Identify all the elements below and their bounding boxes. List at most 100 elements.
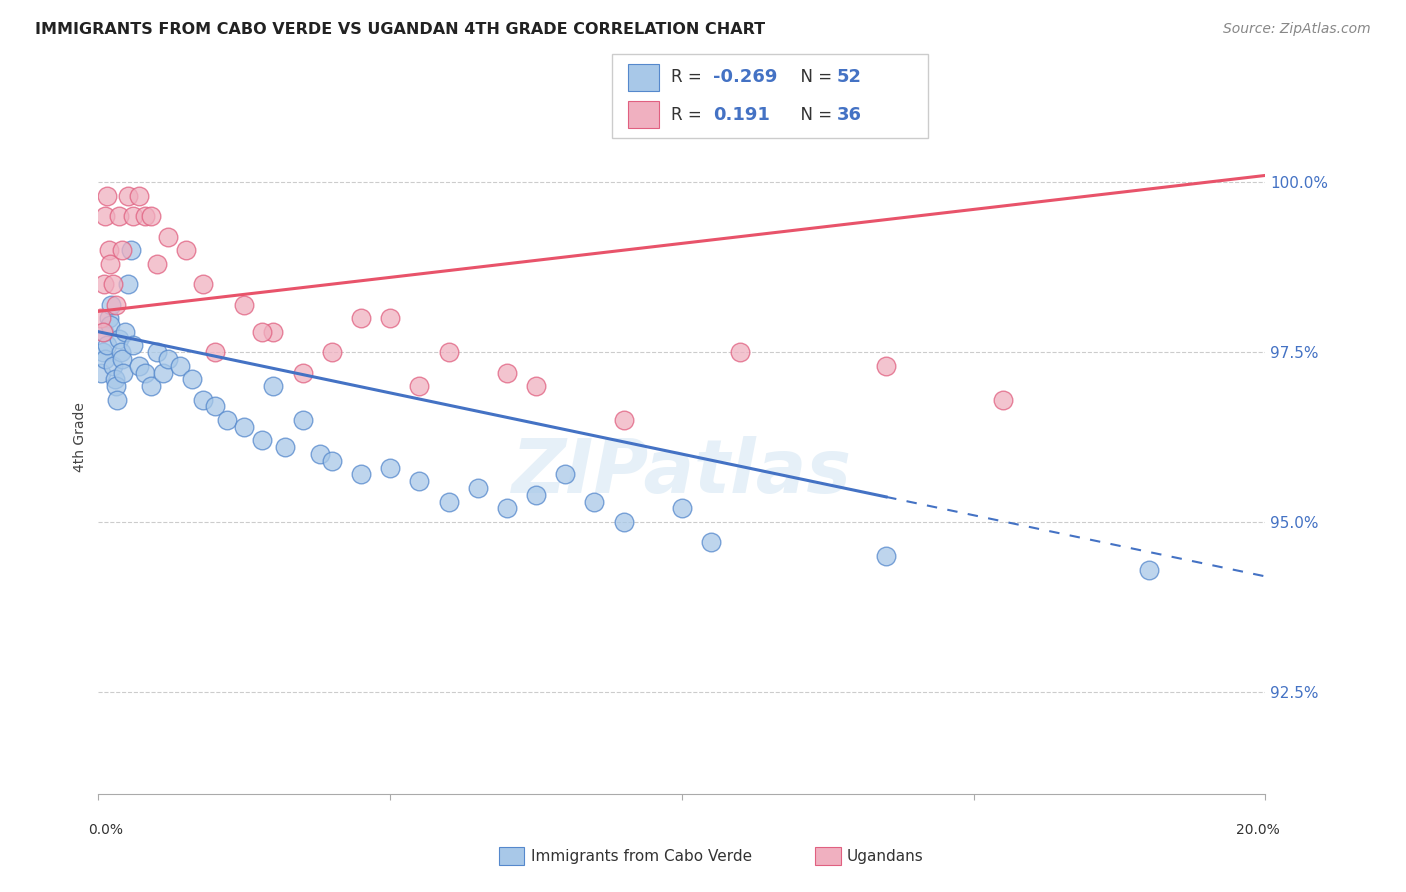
Point [875,359,897,373]
Point [991,392,1014,407]
Text: Ugandans: Ugandans [846,849,924,863]
Point [204,345,226,359]
Point [437,494,460,508]
Point [93,277,115,292]
Point [291,413,314,427]
Point [157,351,180,366]
Point [110,345,132,359]
Point [90,366,112,380]
Text: -0.269: -0.269 [713,69,778,87]
Point [146,257,169,271]
Point [111,243,134,257]
Y-axis label: 4th Grade: 4th Grade [73,402,87,472]
Text: ZIPatlas: ZIPatlas [512,436,852,509]
Point [467,481,489,495]
Text: R =: R = [671,69,707,87]
Point [117,189,139,203]
Point [128,189,150,203]
Point [496,501,519,516]
Point [101,359,124,373]
Point [321,345,343,359]
Text: Immigrants from Cabo Verde: Immigrants from Cabo Verde [531,849,752,863]
Point [139,209,162,223]
Point [104,372,127,386]
Text: IMMIGRANTS FROM CABO VERDE VS UGANDAN 4TH GRADE CORRELATION CHART: IMMIGRANTS FROM CABO VERDE VS UGANDAN 4T… [35,22,765,37]
Point [613,515,636,529]
Point [309,447,332,461]
Point [193,392,215,407]
Point [122,338,145,352]
Point [554,467,576,482]
Point [250,325,273,339]
Point [139,379,162,393]
Point [263,325,285,339]
Text: 52: 52 [837,69,862,87]
Point [321,454,343,468]
Point [437,345,460,359]
Point [134,209,156,223]
Point [128,359,150,373]
Point [152,366,174,380]
Point [671,501,693,516]
Point [408,475,430,489]
Point [613,413,636,427]
Point [120,243,142,257]
Point [380,311,402,326]
Point [524,488,547,502]
Point [101,277,124,292]
Point [180,372,202,386]
Point [108,209,131,223]
Text: 0.0%: 0.0% [89,823,122,837]
Point [174,243,197,257]
Point [700,535,723,549]
Point [496,366,519,380]
Point [94,351,117,366]
Point [169,359,191,373]
Text: 20.0%: 20.0% [1236,823,1281,837]
Point [193,277,215,292]
Point [98,257,121,271]
Point [90,311,112,326]
Point [100,297,122,311]
Point [122,209,145,223]
Point [274,440,297,454]
Point [94,209,117,223]
Point [114,325,136,339]
Point [96,189,118,203]
Text: N =: N = [790,69,838,87]
Point [350,467,373,482]
Point [108,332,131,346]
Point [204,400,226,414]
Text: Source: ZipAtlas.com: Source: ZipAtlas.com [1223,22,1371,37]
Point [250,434,273,448]
Point [1137,563,1160,577]
Point [380,460,402,475]
Point [233,297,256,311]
Point [93,325,115,339]
Point [291,366,314,380]
Point [96,338,118,352]
Point [215,413,238,427]
Point [105,392,128,407]
Point [117,277,139,292]
Point [97,243,120,257]
Point [263,379,285,393]
Point [233,420,256,434]
Text: 0.191: 0.191 [713,105,769,123]
Point [97,311,120,326]
Point [91,345,114,359]
Point [350,311,373,326]
Point [157,229,180,244]
Point [408,379,430,393]
Point [875,549,897,563]
Point [91,325,114,339]
Point [104,379,127,393]
Text: R =: R = [671,105,717,123]
Point [134,366,156,380]
Text: 36: 36 [837,105,862,123]
Point [730,345,752,359]
Point [104,297,127,311]
Point [583,494,606,508]
Point [111,351,134,366]
Point [98,318,121,332]
